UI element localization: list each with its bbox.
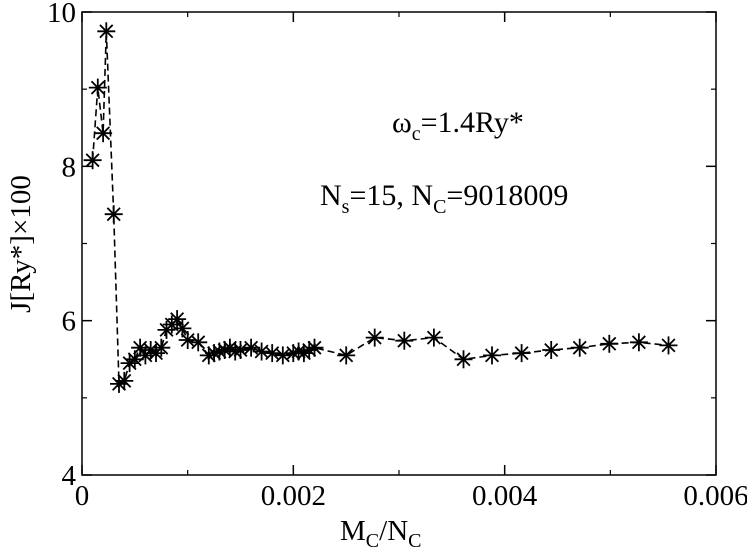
y-axis-title: J[Ry*]×100 (5, 175, 37, 313)
data-point (600, 334, 619, 353)
annotation-params-part: N (320, 179, 342, 212)
data-point (120, 354, 139, 373)
data-point (424, 328, 443, 347)
x-tick-label: 0.002 (261, 480, 326, 512)
data-point (337, 346, 356, 365)
data-point (252, 342, 271, 361)
data-point (305, 338, 324, 357)
plot-frame (81, 11, 717, 476)
annotation-omega-sub: c (412, 123, 421, 145)
data-point (512, 344, 531, 363)
marker-stroke (307, 340, 322, 355)
marker-stroke (456, 352, 471, 367)
marker-stroke (170, 312, 185, 327)
x-axis-title-sub1: C (366, 530, 379, 552)
marker-stroke (133, 340, 148, 355)
annotation-params-sub: C (433, 196, 446, 218)
marker-stroke (191, 335, 206, 350)
axis-ticks: 0 0.002 0.004 0.006 4 6 8 10 (47, 0, 747, 512)
x-axis-title-sub2: C (408, 530, 421, 552)
data-point (263, 344, 282, 363)
x-axis-title-main: M (340, 515, 366, 547)
marker-stroke (544, 343, 559, 357)
data-point (483, 346, 501, 365)
marker-stroke (397, 333, 412, 348)
marker-stroke (631, 335, 646, 350)
marker-stroke (244, 340, 259, 355)
marker-stroke (485, 348, 499, 363)
data-point (110, 374, 128, 393)
marker-stroke (228, 344, 243, 359)
data-point (97, 22, 116, 41)
marker-stroke (207, 346, 222, 361)
data-point (542, 341, 561, 359)
data-point (570, 338, 589, 357)
data-point (104, 205, 123, 224)
series-line (91, 31, 669, 386)
marker-stroke (90, 80, 105, 95)
data-point (88, 78, 107, 97)
data-point (115, 371, 134, 390)
data-point (395, 331, 414, 350)
marker-stroke (175, 321, 190, 336)
annotation-params-part: =9018009 (446, 179, 568, 212)
x-tick-label: 0.004 (472, 480, 538, 512)
marker-stroke (180, 333, 195, 347)
data-point (659, 336, 678, 355)
x-axis-title: MC/NC (340, 515, 421, 552)
data-point (365, 328, 384, 347)
y-tick-label: 10 (47, 0, 76, 29)
marker-stroke (661, 338, 676, 353)
data-point (168, 310, 187, 329)
marker-stroke (426, 330, 441, 345)
marker-stroke (117, 373, 132, 388)
marker-stroke (602, 336, 617, 351)
marker-stroke (265, 346, 280, 361)
data-point (231, 341, 250, 359)
marker-stroke (222, 340, 237, 355)
marker-stroke (154, 340, 169, 355)
y-tick-label: 4 (62, 460, 77, 492)
data-point (300, 341, 319, 359)
marker-stroke (291, 344, 306, 359)
marker-stroke (85, 153, 100, 168)
data-point (83, 151, 102, 170)
marker-stroke (572, 340, 587, 355)
data-point (629, 333, 648, 352)
annotation-params: Ns=15, NC=9018009 (320, 179, 568, 218)
annotation-omega: ωc=1.4Ry* (392, 106, 524, 145)
annotation-omega-part: =1.4Ry* (421, 106, 524, 139)
marker-stroke (233, 343, 248, 357)
x-axis-title-mid: /N (379, 515, 408, 547)
marker-stroke (286, 346, 301, 361)
marker-stroke (514, 346, 529, 361)
annotation-params-sub: s (342, 196, 350, 218)
data-point (454, 350, 473, 369)
marker-stroke (106, 207, 121, 222)
data-point (94, 124, 113, 143)
x-tick-label: 0.006 (683, 480, 747, 512)
marker-stroke (99, 24, 114, 39)
marker-stroke (339, 348, 354, 363)
y-tick-label: 8 (62, 151, 77, 183)
marker-stroke (96, 126, 111, 141)
x-tick-label: 0 (75, 480, 90, 512)
marker-stroke (275, 348, 290, 363)
data-point (189, 333, 208, 352)
marker-stroke (367, 330, 382, 345)
plot-area (83, 22, 678, 393)
annotation-omega-part: ω (392, 106, 412, 139)
data-point (152, 338, 171, 357)
data-point (273, 346, 292, 365)
marker-stroke (143, 343, 158, 357)
y-tick-label: 6 (62, 306, 77, 338)
annotation-params-part: =15, N (349, 179, 433, 212)
data-point (178, 331, 197, 349)
